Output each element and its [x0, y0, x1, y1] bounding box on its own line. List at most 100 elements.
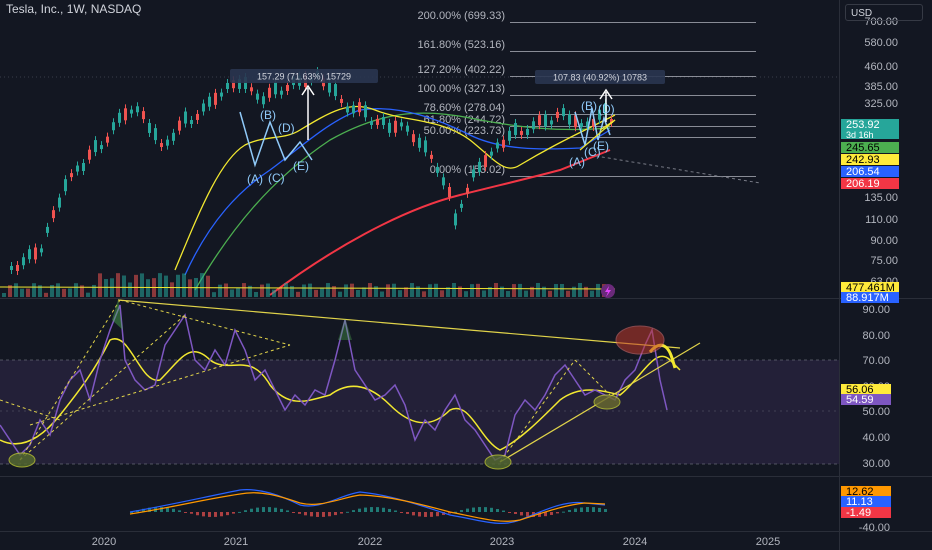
candle-body — [52, 210, 55, 219]
volume-bar — [116, 273, 120, 297]
candle-body — [274, 82, 277, 95]
volume-bar — [242, 283, 246, 297]
symbol-title[interactable]: Tesla, Inc., 1W, NASDAQ — [6, 2, 142, 16]
volume-bar — [254, 291, 258, 297]
volume-bar — [86, 292, 90, 297]
candle-body — [454, 213, 457, 226]
time-tick-label: 2024 — [623, 536, 647, 548]
volume-bar — [476, 283, 480, 297]
macd-bar — [352, 510, 355, 512]
macd-signal — [129, 492, 606, 522]
macd-bar — [394, 510, 397, 512]
candle-body — [208, 96, 211, 107]
target-line-right — [579, 119, 616, 151]
candle-body — [160, 143, 163, 148]
macd-bar — [208, 512, 211, 517]
volume-bar — [416, 286, 420, 297]
candle-body — [496, 142, 499, 149]
fibonacci-levels[interactable]: 200.00% (699.33) 161.80% (523.16) 127.20% … — [418, 10, 756, 177]
lightning-icon[interactable] — [601, 284, 615, 298]
volume-bar — [302, 284, 306, 297]
candle-body — [154, 128, 157, 141]
wave-label: (E) — [593, 139, 609, 153]
volume-bar — [260, 284, 264, 297]
wave-label: (D) — [598, 102, 615, 116]
volume-bar — [104, 279, 108, 297]
volume-bar — [434, 283, 438, 297]
dashed-projection — [589, 154, 761, 184]
macd-bar — [262, 507, 265, 512]
volume-bar — [362, 287, 366, 297]
macd-bar — [220, 512, 223, 517]
time-tick-label: 2025 — [756, 536, 780, 548]
price-tick-label: 90.00 — [870, 235, 898, 247]
rsi-trend-top — [117, 299, 681, 349]
macd-bar — [526, 512, 529, 517]
volume-bar — [542, 286, 546, 297]
price-tag-label: 253.92 — [846, 119, 880, 131]
macd-bar — [472, 507, 475, 512]
ma-yellow — [174, 105, 616, 271]
price-tick-label: 110.00 — [865, 214, 898, 226]
volume-bar — [458, 286, 462, 297]
macd-bar — [430, 512, 433, 517]
macd-line — [129, 489, 606, 524]
macd-bar — [160, 507, 163, 512]
time-tick-label: 2022 — [358, 536, 382, 548]
macd-bar — [496, 509, 499, 512]
macd-bar — [358, 508, 361, 512]
volume-bar — [146, 279, 150, 297]
rsi-tick-label: 50.00 — [862, 406, 890, 418]
volume-bar — [350, 283, 354, 297]
candle-body — [598, 109, 601, 120]
volume-bar — [296, 291, 300, 297]
macd-bar — [184, 512, 187, 513]
volume-bar — [590, 290, 594, 297]
macd-bar — [376, 507, 379, 512]
rsi-tick-label: 30.00 — [862, 458, 890, 470]
candle-body — [202, 103, 205, 112]
wave-label: (D) — [278, 121, 295, 135]
macd-bar — [460, 510, 463, 512]
volume-bar — [212, 292, 216, 297]
candle-body — [526, 128, 529, 135]
candle-body — [532, 121, 535, 130]
volume-bar — [188, 279, 192, 297]
candle-body — [118, 112, 121, 123]
wave-label: (A) — [247, 172, 263, 186]
macd-bar — [214, 512, 217, 517]
volume-bar — [92, 284, 96, 297]
volume-bar — [272, 289, 276, 297]
fib-level-label: 78.60% (278.04) — [424, 102, 505, 114]
macd-tag — [841, 496, 891, 507]
candle-body — [442, 177, 445, 186]
currency-button[interactable]: USD — [845, 4, 923, 21]
macd-bar — [268, 507, 271, 512]
rsi-overbought-marker — [615, 325, 665, 355]
candle-body — [178, 120, 181, 131]
volume-bar — [338, 291, 342, 297]
candle-body — [472, 169, 475, 178]
wave-label: (C) — [584, 145, 601, 159]
candle-body — [70, 173, 73, 178]
candle-body — [286, 84, 289, 91]
volume-bar — [8, 285, 12, 297]
volume-bar — [470, 284, 474, 297]
ma-red — [269, 149, 611, 296]
rsi-tick-label: 80.00 — [862, 330, 890, 342]
macd-bar — [280, 508, 283, 512]
candle-body — [520, 130, 523, 135]
macd-bar — [274, 507, 277, 512]
macd-bar — [226, 512, 229, 516]
volume-bar — [290, 285, 294, 297]
macd-tick-label: -40.00 — [859, 522, 890, 534]
fib-level-label: 127.20% (402.22) — [418, 64, 505, 76]
volume-bar — [14, 283, 18, 297]
rsi-tick-label: 70.00 — [862, 355, 890, 367]
macd-bar — [514, 512, 517, 514]
volume-bar — [2, 293, 6, 297]
candle-body — [544, 114, 547, 127]
volume-bar — [482, 290, 486, 297]
volume-bar — [446, 287, 450, 297]
